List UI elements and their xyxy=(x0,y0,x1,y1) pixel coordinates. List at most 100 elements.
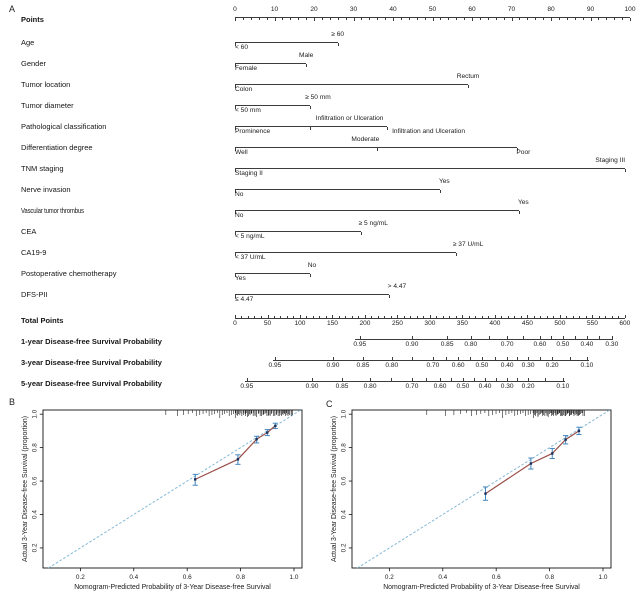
axis-tick xyxy=(337,43,339,46)
tick-label: < 5 ng/mL xyxy=(235,233,265,240)
x-tick-label: 1.0 xyxy=(599,574,608,581)
axis-tick xyxy=(540,316,542,318)
axis-tick xyxy=(389,295,391,298)
calibration-point xyxy=(577,429,581,433)
axis-tick xyxy=(432,18,434,21)
axis-tick xyxy=(599,336,601,339)
tick-label: No xyxy=(307,262,317,269)
calibration-plot-c: 0.2 0.4 0.6 0.8 1.0 0.2 0.4 0.6 0.8 1.0 Nomogram-P… xyxy=(331,409,612,591)
axis-line xyxy=(235,42,338,43)
axis-tick xyxy=(572,316,574,318)
axis-tick xyxy=(533,316,535,318)
axis-tick xyxy=(456,18,458,20)
tick-label: ≥ 50 mm xyxy=(305,94,331,101)
tick-label: 50 xyxy=(263,320,272,327)
tick-label: 0.80 xyxy=(363,383,377,390)
axis-tick xyxy=(449,316,451,318)
x-axis-title: Nomogram-Predicted Probability of 3-Year… xyxy=(74,584,271,591)
axis-line xyxy=(235,189,441,190)
axis-tick xyxy=(312,316,314,318)
axis-tick xyxy=(517,148,519,151)
calibration-point xyxy=(551,452,554,455)
row-label: Pathological classification xyxy=(21,122,107,132)
axis-tick xyxy=(306,64,308,67)
calibration-point xyxy=(484,492,487,495)
plot-border xyxy=(351,409,612,569)
axis-tick xyxy=(527,315,529,318)
tick-label: 500 xyxy=(554,320,566,327)
y-tick-label: 0.2 xyxy=(341,543,348,552)
axis-line xyxy=(235,105,311,106)
axis-tick xyxy=(562,336,564,339)
axis-tick xyxy=(507,378,509,381)
axis-tick xyxy=(258,18,260,20)
y-tick-label: 0.2 xyxy=(32,543,39,552)
axis-tick xyxy=(545,378,547,381)
axis-tick xyxy=(359,336,361,339)
axis-tick xyxy=(429,315,431,318)
axis-tick xyxy=(440,378,441,381)
y-tick-label: 1.0 xyxy=(341,409,348,418)
axis-tick xyxy=(235,43,236,46)
tick-label: 0.90 xyxy=(326,362,340,369)
tick-label: 60 xyxy=(468,6,476,13)
axis-line xyxy=(235,318,625,319)
axis-tick xyxy=(448,18,450,20)
axis-tick xyxy=(442,316,444,318)
axis-tick xyxy=(566,316,568,318)
tick-label: 100 xyxy=(294,320,306,327)
tick-label: 70 xyxy=(507,6,516,13)
tick-label: 80 xyxy=(547,6,555,13)
tick-label: 400 xyxy=(489,320,501,327)
axis-line xyxy=(235,126,388,127)
x-tick-label: 0.8 xyxy=(236,574,245,581)
row-label: Tumor diameter xyxy=(21,101,74,111)
axis-tick xyxy=(411,336,413,339)
row-label: Differentiation degree xyxy=(21,143,93,153)
tick-label: 10 xyxy=(270,6,279,13)
axis-tick xyxy=(267,315,269,318)
row-label: DFS-PII xyxy=(21,290,48,300)
axis-tick xyxy=(511,18,513,21)
tick-label: Infiltration or Ulceration xyxy=(315,115,384,122)
axis-tick xyxy=(299,315,301,318)
axis-tick xyxy=(539,336,541,339)
tick-label: Yes xyxy=(438,178,450,185)
tick-label: 0.85 xyxy=(335,383,349,390)
axis-tick xyxy=(342,378,344,381)
axis-tick xyxy=(630,18,631,21)
row-label: Points xyxy=(21,15,44,25)
y-tick-label: 0.8 xyxy=(341,443,348,452)
axis-tick xyxy=(468,85,470,88)
axis-tick xyxy=(235,85,236,88)
axis-tick xyxy=(387,127,389,130)
axis-tick xyxy=(488,336,490,339)
axis-tick xyxy=(362,357,364,360)
y-tick-label: 0.6 xyxy=(32,476,39,485)
axis-tick xyxy=(507,336,509,339)
tick-label: > 4.47 xyxy=(387,283,407,290)
axis-tick xyxy=(495,18,497,20)
axis-tick xyxy=(494,315,496,318)
axis-line xyxy=(235,168,625,169)
y-axis-title: Actual 3-Year Disease-free Survival (pro… xyxy=(331,416,338,562)
tick-label: Yes xyxy=(517,199,529,206)
axis-tick xyxy=(586,336,588,339)
x-tick-label: 0.8 xyxy=(545,574,554,581)
axis-tick xyxy=(314,18,315,21)
x-tick-label: 0.2 xyxy=(76,574,85,581)
tick-label: 600 xyxy=(619,320,631,327)
axis-line xyxy=(235,252,457,253)
axis-tick xyxy=(254,316,256,318)
axis-tick xyxy=(235,127,236,130)
row-label: Gender xyxy=(21,59,47,69)
axis-tick xyxy=(412,357,414,360)
axis-line xyxy=(244,381,565,382)
axis-tick xyxy=(605,316,607,318)
axis-tick xyxy=(310,127,312,130)
tick-label: 250 xyxy=(391,320,403,327)
tick-label: 0.95 xyxy=(240,383,254,390)
tick-label: 0.30 xyxy=(500,383,514,390)
axis-tick xyxy=(507,357,509,360)
ideal-diagonal-line xyxy=(357,409,610,569)
